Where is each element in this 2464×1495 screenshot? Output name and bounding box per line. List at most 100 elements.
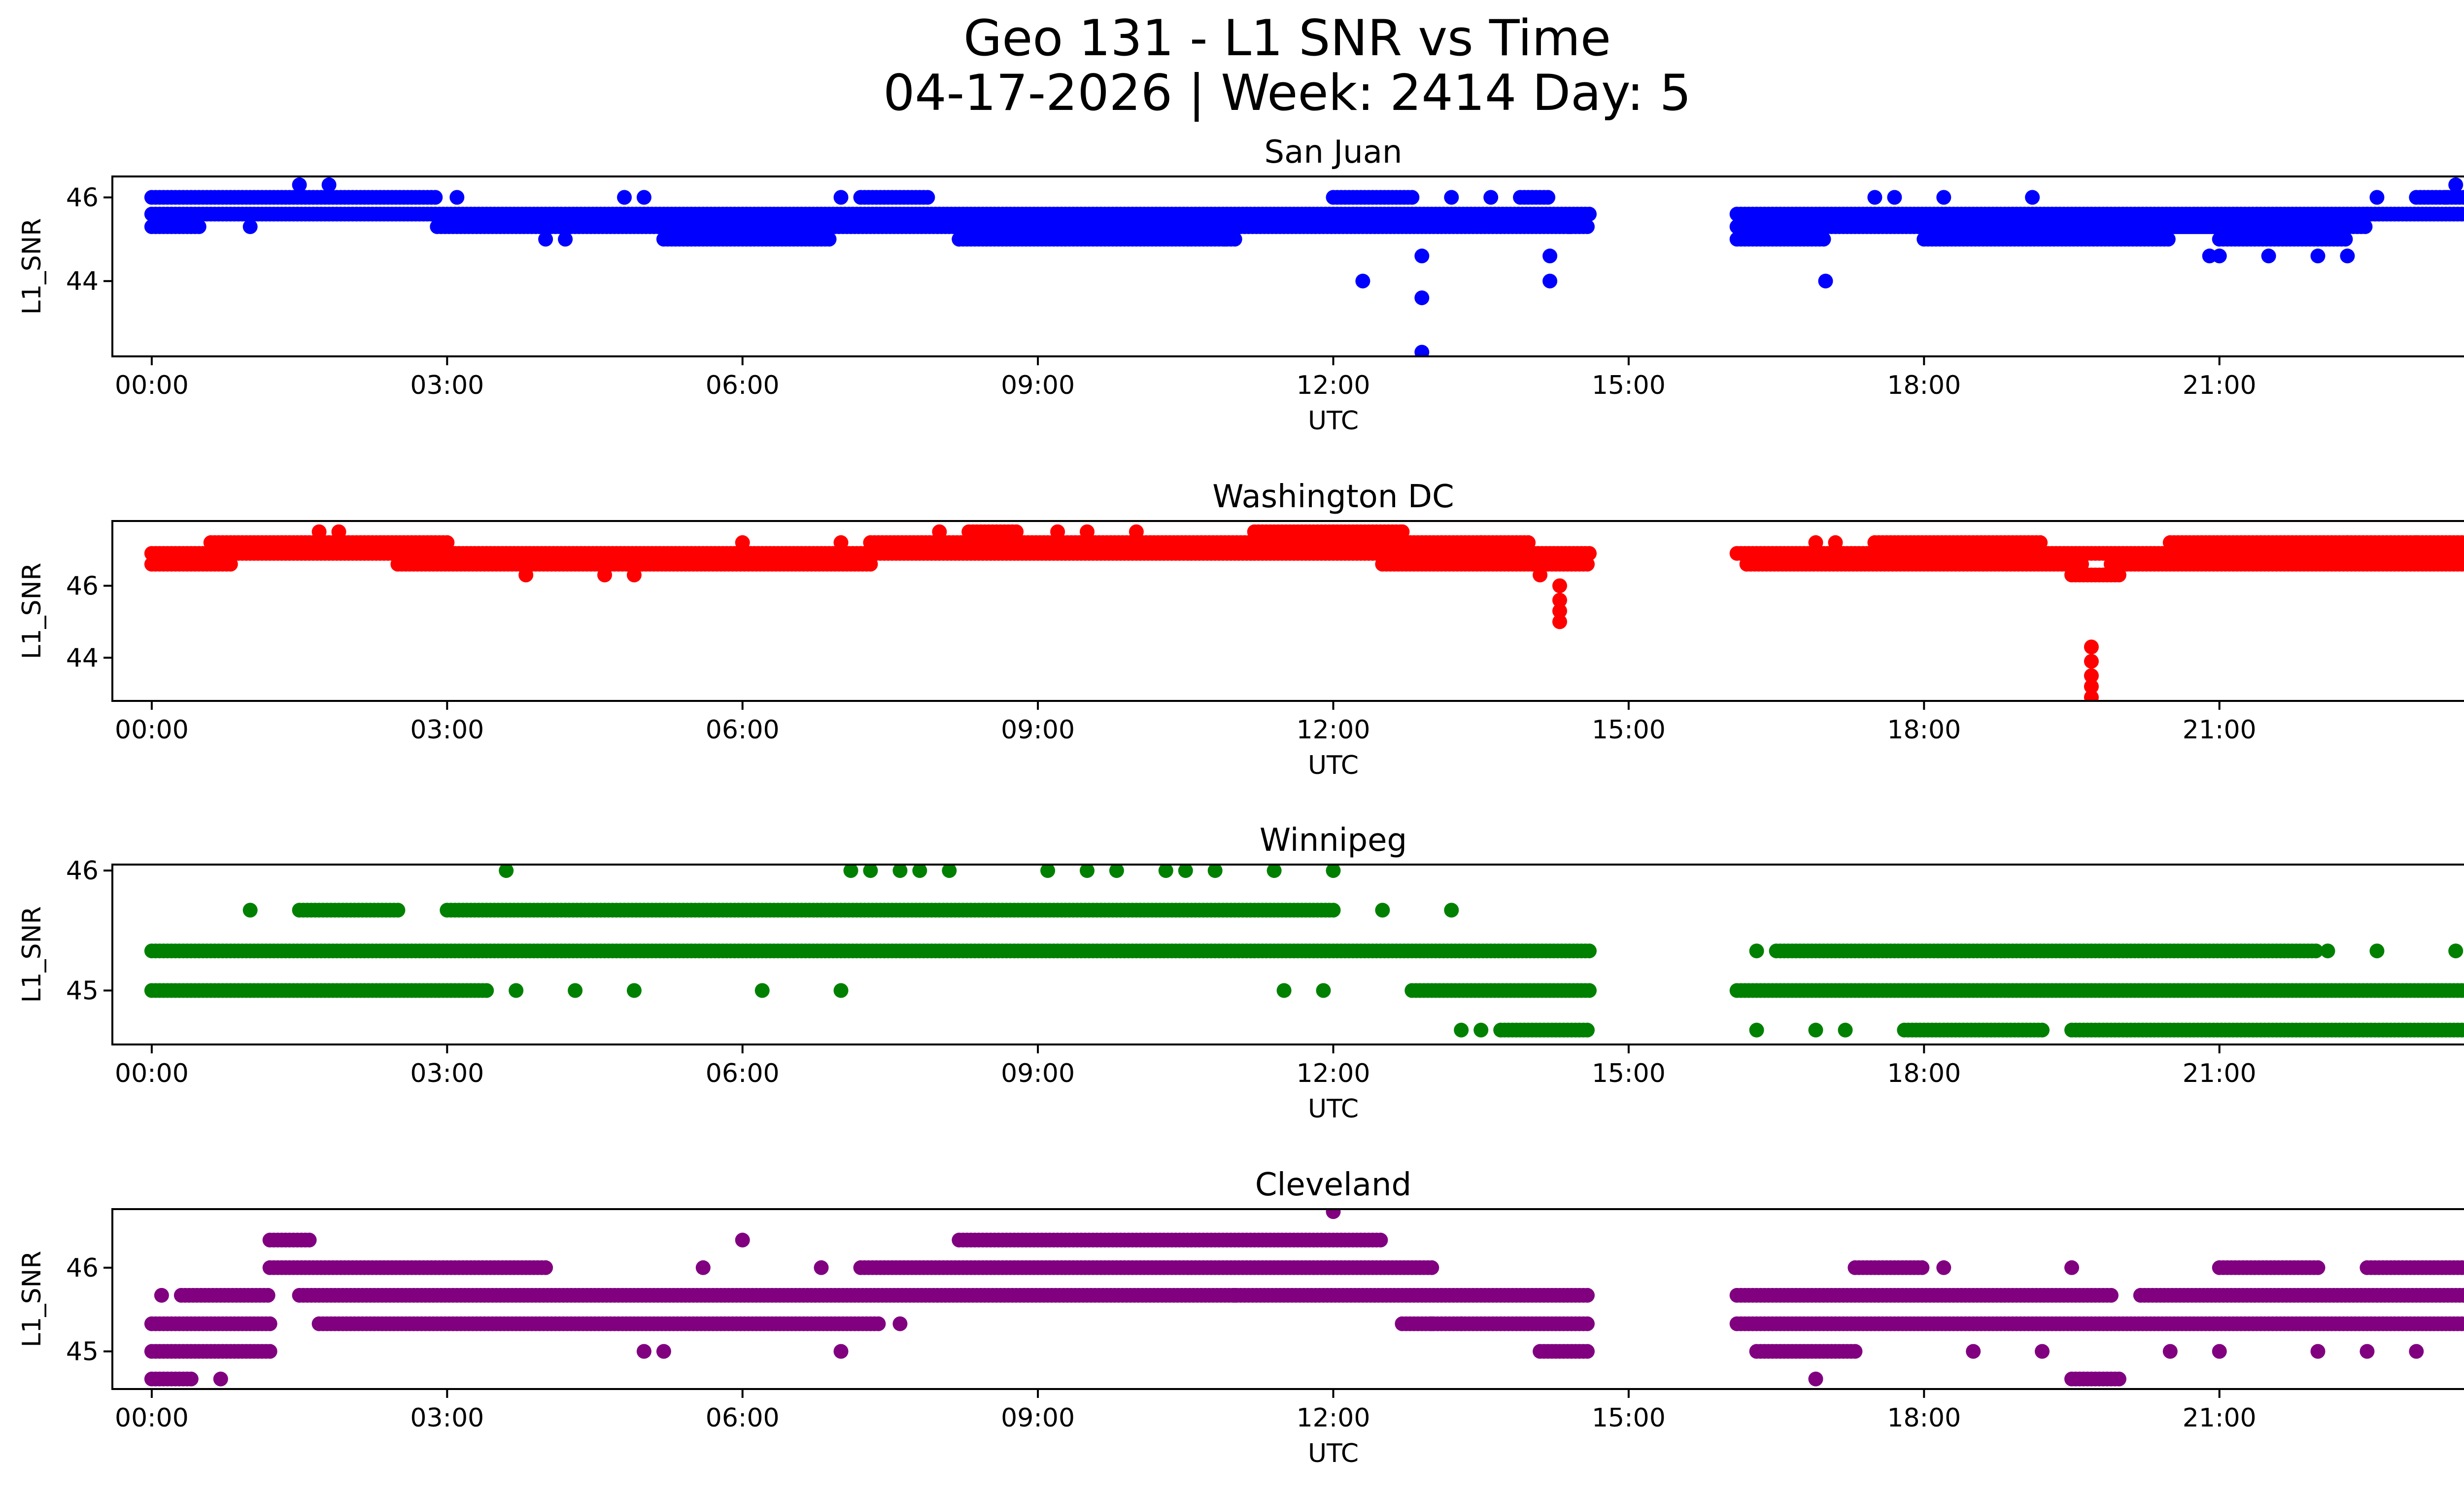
data-point [2084,679,2099,694]
y-tick-label: 46 [66,571,99,601]
data-point [892,865,908,878]
data-point [499,865,514,878]
data-point [863,865,878,878]
data-point-band-4 [2358,219,2373,234]
x-tick-label: 21:00 [2183,371,2257,400]
data-point [1217,232,1232,247]
data-point-band-1 [1582,943,1597,959]
data-point [1207,865,1223,878]
scatter-series-winnipeg [144,865,2464,1038]
data-point-band-2 [1521,535,1536,550]
data-point [1542,248,1558,264]
x-tick-label: 15:00 [1592,1059,1666,1088]
data-point [331,524,346,539]
y-axis-label: L1_SNR [17,906,47,1003]
data-point [833,190,849,205]
x-tick-label: 18:00 [1887,715,1961,745]
data-point [597,567,612,583]
data-point [2448,943,2464,959]
data-point-band-3 [821,232,837,247]
data-point [1109,865,1124,878]
data-point [1444,903,1459,918]
data-point [1473,1022,1489,1038]
data-point-band-4 [2111,567,2126,583]
data-point [754,983,770,998]
subplot-title-washington-dc: Washington DC [1212,479,1454,515]
y-tick-label: 44 [66,643,99,673]
x-axis-label: UTC [1308,406,1359,436]
data-point [2310,248,2326,264]
data-point [617,190,632,205]
data-point [1838,1022,1853,1038]
data-point-band-1 [2462,559,2464,569]
subplot-title-winnipeg: Winnipeg [1260,822,1407,859]
data-point [1080,524,1095,539]
data-point [2438,190,2454,205]
data-point [1316,983,1331,998]
data-point [1454,1022,1469,1038]
data-point-band-2 [428,190,443,205]
data-point [2261,248,2276,264]
data-point-band-2 [2458,535,2464,550]
data-point-band-3 [2160,232,2176,247]
data-point [242,219,258,234]
data-point-band-2 [440,535,455,550]
figure-title-line2: 04-17-2026 | Week: 2414 Day: 5 [883,64,1691,122]
data-point-band-3 [2338,232,2353,247]
data-point [1414,248,1430,264]
data-point-band-1 [863,556,878,572]
data-point [1867,190,1882,205]
data-point [2369,190,2385,205]
data-point [1552,578,1567,593]
data-point [1355,274,1370,289]
data-point-band-1 [191,219,206,234]
data-point [311,524,327,539]
x-tick-label: 06:00 [706,371,780,400]
data-point [1414,345,1430,356]
x-tick-label: 06:00 [706,715,780,745]
data-point-band-0 [2460,1288,2464,1302]
data-point [1552,614,1567,629]
x-tick-label: 03:00 [410,1059,484,1088]
data-point [1375,903,1390,918]
x-tick-label: 09:00 [1001,715,1075,745]
data-point [2320,943,2335,959]
x-axis-label: UTC [1308,751,1359,780]
data-point [981,219,996,234]
data-point [292,177,307,192]
data-point-band-2 [2460,191,2464,204]
data-point [1414,210,1430,226]
x-tick-label: 03:00 [410,371,484,400]
data-point [2369,943,2385,959]
data-point [2084,654,2099,669]
data-point [449,190,465,205]
data-point-band-1 [1580,556,1595,572]
data-point [1158,219,1173,234]
data-point-band-0 [2458,207,2464,222]
x-tick-label: 21:00 [2183,1059,2257,1088]
data-point [538,232,553,247]
data-point [2340,248,2355,264]
data-point [2084,690,2099,701]
data-point [952,232,967,247]
y-tick-label: 44 [66,267,99,296]
data-point [912,865,927,878]
data-point-band-2 [479,983,494,998]
data-point [1533,567,1548,583]
data-point [1414,290,1430,306]
data-point-band-1 [1580,219,1595,234]
data-point [242,903,258,918]
y-tick-label: 46 [66,183,99,212]
scatter-series-washington-dc [144,524,2464,701]
data-point-band-2 [920,190,935,205]
data-point-band-2 [1540,190,1556,205]
x-tick-label: 18:00 [1887,371,1961,400]
data-point [1178,865,1193,878]
data-point [1749,943,1764,959]
x-tick-label: 03:00 [410,715,484,745]
scatter-series-cleveland [144,1209,2464,1387]
data-point [2448,177,2464,192]
